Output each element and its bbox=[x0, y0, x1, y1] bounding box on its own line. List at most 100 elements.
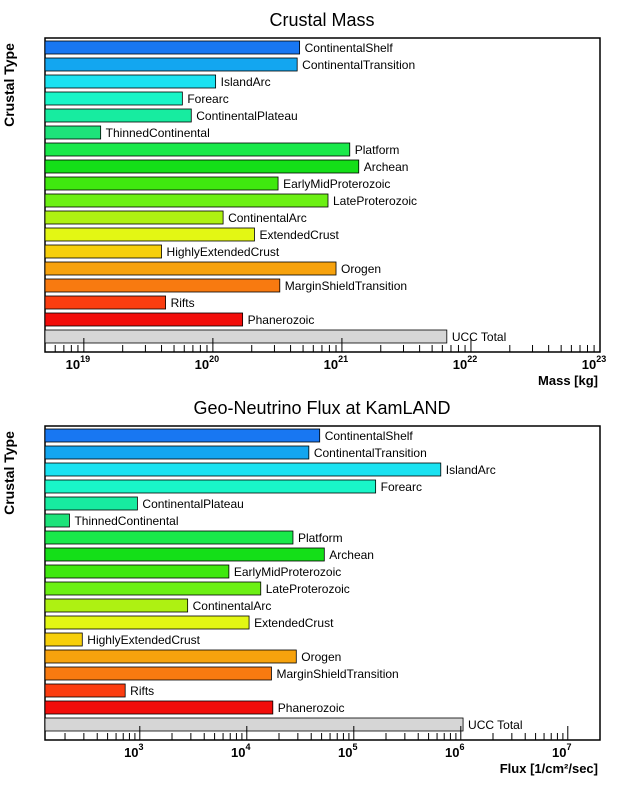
bar-label: Archean bbox=[329, 548, 374, 562]
bar-continentaltransition bbox=[44, 445, 310, 460]
tick-base: 10 bbox=[582, 357, 596, 372]
bar-label: MarginShieldTransition bbox=[285, 279, 407, 293]
bar-label: Rifts bbox=[130, 684, 154, 698]
bar-label: ContinentalShelf bbox=[305, 41, 394, 55]
bar-highlyextendedcrust bbox=[44, 632, 83, 647]
bar-archean bbox=[44, 547, 325, 562]
bar-label: ContinentalArc bbox=[228, 211, 307, 225]
bar-label: Orogen bbox=[341, 262, 381, 276]
bar-phanerozoic bbox=[44, 312, 244, 327]
bar-label: EarlyMidProterozoic bbox=[234, 565, 341, 579]
bar-label: EarlyMidProterozoic bbox=[283, 177, 390, 191]
bar-orogen bbox=[44, 649, 297, 664]
x-tick-label: 1021 bbox=[324, 354, 348, 372]
tick-base: 10 bbox=[231, 745, 245, 760]
bar-label: Phanerozoic bbox=[278, 701, 345, 715]
bar-phanerozoic bbox=[44, 700, 274, 715]
bar-label: LateProterozoic bbox=[266, 582, 350, 596]
tick-base: 10 bbox=[445, 745, 459, 760]
tick-base: 10 bbox=[195, 357, 209, 372]
bar-lateproterozoic bbox=[44, 581, 262, 596]
bar-extendedcrust bbox=[44, 615, 250, 630]
x-tick-label: 1019 bbox=[66, 354, 90, 372]
bar-label: Phanerozoic bbox=[248, 313, 315, 327]
bar-thinnedcontinental bbox=[44, 513, 70, 528]
bar-marginshieldtransition bbox=[44, 278, 281, 293]
bar-earlymidproterozoic bbox=[44, 176, 279, 191]
bar-marginshieldtransition bbox=[44, 666, 272, 681]
bar-forearc bbox=[44, 91, 183, 106]
chart-title: Crustal Mass bbox=[269, 10, 374, 30]
x-tick-label: 104 bbox=[231, 742, 250, 760]
bar-continentalplateau bbox=[44, 108, 192, 123]
tick-base: 10 bbox=[338, 745, 352, 760]
bar-islandarc bbox=[44, 462, 442, 477]
bar-label: ContinentalPlateau bbox=[196, 109, 297, 123]
tick-exponent: 20 bbox=[209, 354, 219, 364]
tick-exponent: 19 bbox=[80, 354, 90, 364]
bar-thinnedcontinental bbox=[44, 125, 102, 140]
y-axis-label: Crustal Type bbox=[1, 431, 17, 515]
bar-continentalarc bbox=[44, 210, 224, 225]
bar-ucc-total bbox=[44, 329, 448, 344]
bar-ucc-total bbox=[44, 717, 464, 732]
tick-exponent: 6 bbox=[460, 742, 465, 752]
tick-exponent: 21 bbox=[338, 354, 348, 364]
tick-exponent: 3 bbox=[139, 742, 144, 752]
x-tick-label: 1023 bbox=[582, 354, 606, 372]
tick-base: 10 bbox=[66, 357, 80, 372]
bar-label: ContinentalShelf bbox=[325, 429, 414, 443]
bar-label: Rifts bbox=[171, 296, 195, 310]
tick-exponent: 7 bbox=[567, 742, 572, 752]
bar-label: ExtendedCrust bbox=[254, 616, 334, 630]
bar-label: IslandArc bbox=[221, 75, 271, 89]
bar-label: MarginShieldTransition bbox=[276, 667, 398, 681]
bar-label: Forearc bbox=[187, 92, 228, 106]
bar-rifts bbox=[44, 295, 166, 310]
tick-base: 10 bbox=[124, 745, 138, 760]
tick-exponent: 5 bbox=[353, 742, 358, 752]
bar-orogen bbox=[44, 261, 337, 276]
bar-label: Orogen bbox=[301, 650, 341, 664]
bar-label: LateProterozoic bbox=[333, 194, 417, 208]
bar-continentaltransition bbox=[44, 57, 298, 72]
x-tick-label: 103 bbox=[124, 742, 143, 760]
chart-2: Geo-Neutrino Flux at KamLAND Crustal Type… bbox=[1, 398, 601, 776]
bar-label: Forearc bbox=[381, 480, 422, 494]
bar-earlymidproterozoic bbox=[44, 564, 230, 579]
tick-base: 10 bbox=[453, 357, 467, 372]
bar-continentalplateau bbox=[44, 496, 138, 511]
chart-title: Geo-Neutrino Flux at KamLAND bbox=[193, 398, 450, 418]
bar-label: HighlyExtendedCrust bbox=[167, 245, 280, 259]
bar-highlyextendedcrust bbox=[44, 244, 162, 259]
bar-label: UCC Total bbox=[468, 718, 522, 732]
tick-base: 10 bbox=[324, 357, 338, 372]
tick-exponent: 22 bbox=[467, 354, 477, 364]
x-axis-label: Mass [kg] bbox=[538, 373, 598, 388]
bar-lateproterozoic bbox=[44, 193, 329, 208]
bar-label: ContinentalTransition bbox=[314, 446, 427, 460]
bar-label: HighlyExtendedCrust bbox=[87, 633, 200, 647]
bar-label: ExtendedCrust bbox=[259, 228, 339, 242]
bar-platform bbox=[44, 142, 351, 157]
y-axis-label: Crustal Type bbox=[1, 43, 17, 127]
x-tick-label: 1020 bbox=[195, 354, 219, 372]
bar-islandarc bbox=[44, 74, 217, 89]
x-axis-label: Flux [1/cm²/sec] bbox=[500, 761, 598, 776]
x-tick-label: 1022 bbox=[453, 354, 477, 372]
bar-continentalarc bbox=[44, 598, 189, 613]
bar-label: IslandArc bbox=[446, 463, 496, 477]
bar-label: UCC Total bbox=[452, 330, 506, 344]
bar-label: ContinentalArc bbox=[193, 599, 272, 613]
tick-exponent: 23 bbox=[596, 354, 606, 364]
tick-base: 10 bbox=[552, 745, 566, 760]
bar-continentalshelf bbox=[44, 428, 321, 443]
bar-label: Archean bbox=[364, 160, 409, 174]
x-tick-label: 105 bbox=[338, 742, 357, 760]
bar-platform bbox=[44, 530, 294, 545]
bar-label: ThinnedContinental bbox=[74, 514, 178, 528]
bar-label: ThinnedContinental bbox=[106, 126, 210, 140]
x-tick-label: 106 bbox=[445, 742, 464, 760]
